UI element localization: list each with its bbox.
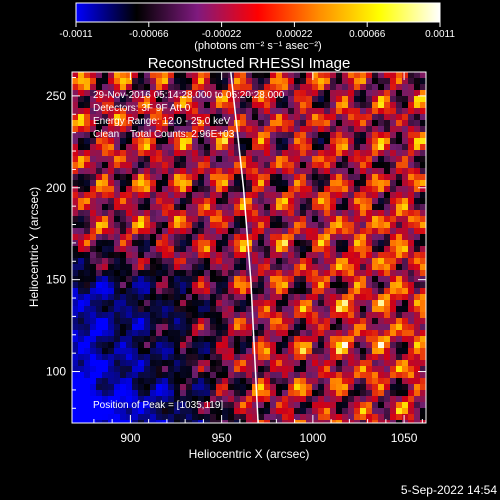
annotation-time-range: 29-Nov-2016 05:14:28.000 to 05:20:28.000 <box>93 90 285 101</box>
y-axis: 100 150 200 250 <box>46 77 426 409</box>
plot-frame <box>71 71 427 424</box>
footer-date: 5-Sep-2022 14:54 <box>401 483 497 497</box>
observation-info: 29-Nov-2016 05:14:28.000 to 05:20:28.000… <box>93 90 285 411</box>
annotation-detectors: Detectors: 3F 9F Att 0 <box>93 103 191 114</box>
colorbar <box>75 2 441 23</box>
y-tick-label: 200 <box>46 181 66 195</box>
x-tick-label: 1000 <box>300 431 327 445</box>
solar-limb-curve <box>230 72 259 423</box>
x-tick-label: 1050 <box>391 431 418 445</box>
peak-position-label: Position of Peak = [1035,119] <box>93 400 223 411</box>
y-tick-label: 250 <box>46 89 66 103</box>
y-axis-label: Heliocentric Y (arcsec) <box>27 187 41 307</box>
x-tick-label: 950 <box>212 431 232 445</box>
y-tick-label: 100 <box>46 365 66 379</box>
heatmap-image <box>72 72 426 423</box>
colorbar-tick-label: -0.00066 <box>129 29 169 40</box>
chart-title: Reconstructed RHESSI Image <box>148 55 351 72</box>
x-axis-label: Heliocentric X (arcsec) <box>189 447 310 461</box>
annotation-energy-range: Energy Range: 12.0 - 25.0 keV <box>93 116 231 127</box>
colorbar-tick-label: 0.00066 <box>349 29 386 40</box>
annotation-counts: Clean Total Counts: 2.96E+03 <box>93 129 235 140</box>
colorbar-tick-label: -0.00022 <box>202 29 242 40</box>
colorbar-unit-label: (photons cm⁻² s⁻¹ asec⁻²) <box>194 40 321 52</box>
x-axis: 900 950 1000 1050 <box>93 72 423 445</box>
colorbar-tick-label: -0.0011 <box>59 29 93 40</box>
colorbar-tick-label: 0.00022 <box>276 29 313 40</box>
colorbar-tick-label: 0.0011 <box>425 29 455 40</box>
y-tick-label: 150 <box>46 273 66 287</box>
colorbar-axis: -0.0011 -0.00066 -0.00022 0.00022 0.00066 0.0… <box>59 22 455 40</box>
x-tick-label: 900 <box>120 431 140 445</box>
